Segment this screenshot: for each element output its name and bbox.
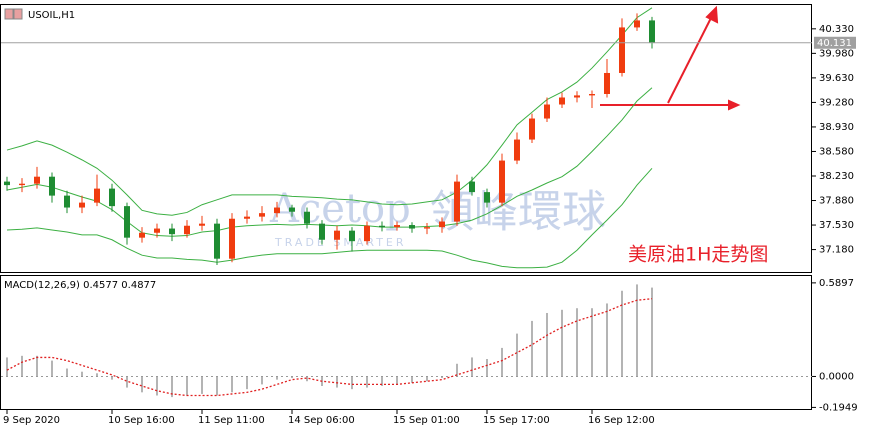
y-tick-label: 40.330 bbox=[819, 24, 854, 35]
watermark-text: TRADE SMARTER bbox=[274, 236, 407, 249]
candle-body bbox=[619, 27, 625, 73]
candle-body bbox=[649, 20, 655, 43]
candle-body bbox=[529, 118, 535, 140]
candle-body bbox=[364, 225, 370, 242]
candle-body bbox=[304, 211, 310, 224]
candle-body bbox=[409, 225, 415, 229]
candle-body bbox=[589, 94, 595, 96]
y-tick-label: 39.630 bbox=[819, 73, 854, 84]
candle-body bbox=[124, 206, 130, 238]
candle-body bbox=[49, 176, 55, 196]
bollinger-band bbox=[6, 87, 653, 237]
current-price-label: 40.131 bbox=[817, 38, 852, 49]
y-tick-label: -0.1949 bbox=[819, 402, 858, 413]
x-tick-label: 9 Sep 2020 bbox=[3, 415, 60, 426]
macd-panel bbox=[0, 275, 812, 410]
candle-body bbox=[274, 207, 280, 214]
candle-body bbox=[394, 225, 400, 228]
candle-body bbox=[319, 223, 325, 240]
candle-body bbox=[199, 223, 205, 226]
candle-body bbox=[559, 97, 565, 105]
arrows bbox=[600, 5, 741, 111]
candle-body bbox=[229, 218, 235, 259]
y-tick-label: 38.580 bbox=[819, 146, 854, 157]
candle-body bbox=[634, 20, 640, 28]
x-tick-label: 10 Sep 16:00 bbox=[108, 415, 175, 426]
main-panel bbox=[0, 4, 812, 273]
x-tick-label: 16 Sep 12:00 bbox=[588, 415, 655, 426]
y-tick-label: 39.980 bbox=[819, 48, 854, 59]
y-tick-label: 38.230 bbox=[819, 171, 854, 182]
arrow-line bbox=[667, 13, 714, 104]
candle-body bbox=[349, 230, 355, 242]
candle-body bbox=[184, 225, 190, 235]
x-tick-label: 11 Sep 11:00 bbox=[198, 415, 265, 426]
annotation: 美原油1H走势图 bbox=[628, 244, 768, 266]
arrow-head bbox=[728, 99, 741, 111]
y-tick-label: 38.930 bbox=[819, 122, 854, 133]
y-tick-label: 37.530 bbox=[819, 220, 854, 231]
candle-body bbox=[244, 216, 250, 219]
x-tick-label: 15 Sep 17:00 bbox=[483, 415, 550, 426]
candle-body bbox=[544, 104, 550, 119]
y-tick-label: 0.5897 bbox=[819, 278, 854, 289]
candle-body bbox=[514, 139, 520, 161]
candle-body bbox=[424, 227, 430, 229]
candle-body bbox=[574, 95, 580, 98]
candle-body bbox=[379, 225, 385, 228]
candle-body bbox=[289, 207, 295, 212]
candle-body bbox=[604, 72, 610, 94]
y-tick-label: 39.280 bbox=[819, 97, 854, 108]
candle-body bbox=[94, 188, 100, 203]
x-tick-label: 14 Sep 06:00 bbox=[288, 415, 355, 426]
macd-signal bbox=[6, 298, 653, 397]
candle-body bbox=[64, 195, 70, 208]
candle-body bbox=[19, 183, 25, 186]
candle-body bbox=[334, 230, 340, 240]
candle-body bbox=[499, 160, 505, 203]
candle-body bbox=[484, 192, 490, 203]
candle-body bbox=[4, 181, 10, 186]
candle-body bbox=[469, 181, 475, 193]
y-tick-label: 0.0000 bbox=[819, 371, 854, 382]
bollinger-band bbox=[6, 7, 653, 216]
window-icon bbox=[4, 8, 14, 20]
x-tick-label: 15 Sep 01:00 bbox=[393, 415, 460, 426]
current-price-box bbox=[814, 36, 856, 49]
candle-body bbox=[109, 188, 115, 207]
candle-body bbox=[259, 213, 265, 217]
candle-body bbox=[214, 223, 220, 259]
candle-body bbox=[34, 176, 40, 184]
candle-body bbox=[454, 181, 460, 222]
candle-body bbox=[79, 202, 85, 208]
candle-body bbox=[169, 228, 175, 235]
bollinger-band bbox=[6, 167, 653, 269]
y-tick-label: 37.880 bbox=[819, 196, 854, 207]
candle-body bbox=[154, 228, 160, 233]
macd-title: MACD(12,26,9) 0.4577 0.4877 bbox=[4, 280, 156, 291]
chart-title: USOIL,H1 bbox=[28, 10, 75, 21]
y-tick-label: 37.180 bbox=[819, 245, 854, 256]
candle-body bbox=[439, 221, 445, 228]
arrow-head bbox=[705, 5, 719, 24]
window-icon bbox=[13, 8, 23, 20]
candle-body bbox=[139, 232, 145, 238]
